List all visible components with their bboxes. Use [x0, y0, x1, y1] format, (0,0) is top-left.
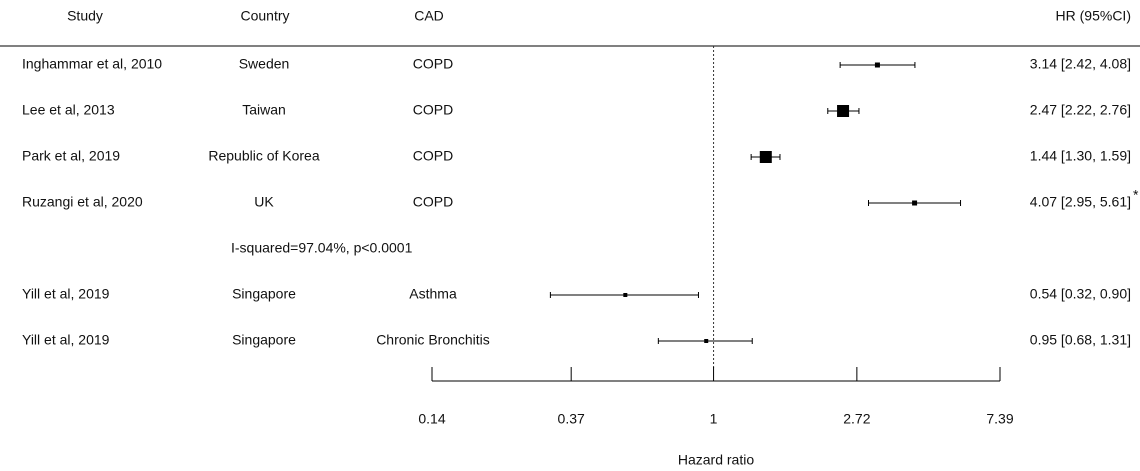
x-tick-label: 0.14 [418, 411, 445, 427]
study-name: Inghammar et al, 2010 [22, 56, 162, 72]
x-tick-label: 1 [710, 411, 718, 427]
estimate-marker [704, 339, 709, 343]
heterogeneity: I-squared=97.04%, p<0.0001 [231, 240, 413, 256]
estimate-marker [874, 62, 880, 68]
country: UK [254, 194, 274, 210]
column-header: HR (95%CI) [1056, 8, 1131, 24]
study-name: Yill et al, 2019 [22, 332, 110, 348]
cad: Chronic Bronchitis [376, 332, 490, 348]
study-name: Lee et al, 2013 [22, 102, 115, 118]
country: Sweden [239, 56, 290, 72]
column-header: Country [240, 8, 289, 24]
cad: Asthma [409, 286, 457, 302]
hr-label: 0.95 [0.68, 1.31] [1030, 332, 1131, 348]
x-axis-label: Hazard ratio [678, 452, 754, 468]
hr-label: 4.07 [2.95, 5.61] [1030, 194, 1131, 210]
country: Republic of Korea [208, 148, 320, 164]
study-name: Yill et al, 2019 [22, 286, 110, 302]
cad: COPD [413, 194, 453, 210]
estimate-marker [623, 293, 628, 297]
estimate-marker [912, 200, 918, 206]
column-header: CAD [414, 8, 444, 24]
estimate-marker [759, 151, 772, 163]
hr-label: 3.14 [2.42, 4.08] [1030, 56, 1131, 72]
study-name: Park et al, 2019 [22, 148, 120, 164]
x-tick-label: 0.37 [558, 411, 585, 427]
hr-label: 2.47 [2.22, 2.76] [1030, 102, 1131, 118]
hr-label: 1.44 [1.30, 1.59] [1030, 148, 1131, 164]
footnote-mark: * [1133, 187, 1139, 203]
cad: COPD [413, 148, 453, 164]
country: Singapore [232, 286, 296, 302]
cad: COPD [413, 56, 453, 72]
country: Singapore [232, 332, 296, 348]
estimate-marker [837, 105, 850, 117]
x-tick-label: 2.72 [843, 411, 870, 427]
cad: COPD [413, 102, 453, 118]
study-name: Ruzangi et al, 2020 [22, 194, 143, 210]
country: Taiwan [242, 102, 286, 118]
column-header: Study [67, 8, 103, 24]
hr-label: 0.54 [0.32, 0.90] [1030, 286, 1131, 302]
x-tick-label: 7.39 [986, 411, 1013, 427]
